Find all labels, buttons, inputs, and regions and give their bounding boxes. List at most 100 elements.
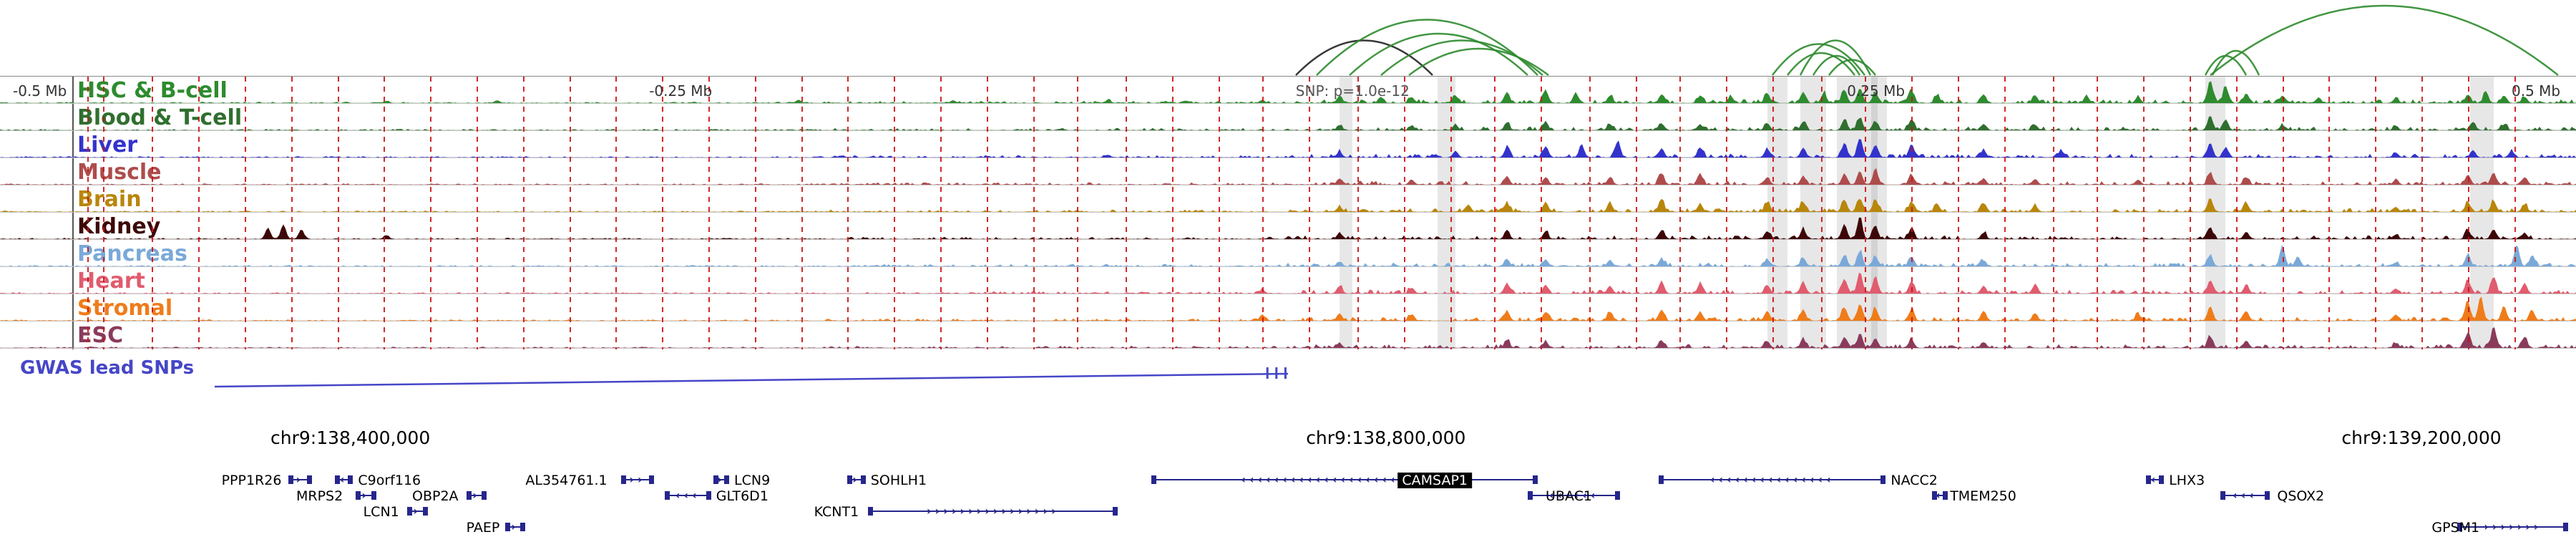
exon-block bbox=[2264, 491, 2270, 500]
gene-model-glt6d1[interactable]: ‹‹‹ bbox=[664, 489, 711, 502]
gene-label-obp2a[interactable]: OBP2A bbox=[412, 488, 459, 504]
snp-variant-line bbox=[87, 77, 89, 349]
scale-label: -0.5 Mb bbox=[13, 82, 67, 100]
gene-model-gpsm1[interactable]: ››››››› bbox=[2457, 521, 2569, 533]
gene-label-ppp1r26[interactable]: PPP1R26 bbox=[221, 473, 282, 488]
highlight-region bbox=[1437, 77, 1455, 349]
interaction-arc bbox=[1771, 43, 1866, 76]
track-row-stromal[interactable]: Stromal bbox=[0, 294, 2576, 321]
exon-block bbox=[723, 475, 729, 484]
track-row-liver[interactable]: Liver bbox=[0, 131, 2576, 158]
gene-model-sohlh1[interactable]: › bbox=[847, 473, 866, 486]
gene-model-lcn9[interactable]: › bbox=[713, 473, 729, 486]
exon-block bbox=[860, 475, 866, 484]
strand-arrows: ›››››››››››››››› bbox=[927, 505, 1060, 518]
exon-block bbox=[1942, 491, 1948, 500]
gene-line bbox=[1151, 479, 1538, 480]
gene-label-camsap1[interactable]: CAMSAP1 bbox=[1397, 473, 1472, 488]
track-row-esc[interactable]: ESC bbox=[0, 321, 2576, 349]
exon-block bbox=[1113, 507, 1118, 516]
exon-block bbox=[406, 507, 412, 516]
exon-block bbox=[1932, 491, 1937, 500]
strand-arrows: ‹‹‹ bbox=[675, 489, 701, 502]
exon-block bbox=[422, 507, 428, 516]
exon-block bbox=[504, 523, 510, 531]
gene-line bbox=[620, 479, 655, 480]
snp-variant-line bbox=[2097, 77, 2099, 349]
gene-label-mrps2[interactable]: MRPS2 bbox=[296, 488, 343, 504]
gene-line bbox=[1932, 495, 1948, 496]
snp-variant-line bbox=[1126, 77, 1128, 349]
gene-label-lcn1[interactable]: LCN1 bbox=[363, 504, 399, 520]
gene-label-qsox2[interactable]: QSOX2 bbox=[2277, 488, 2325, 504]
gene-model-al354761-1[interactable]: ›› bbox=[620, 473, 655, 486]
gene-line bbox=[2220, 495, 2270, 496]
snp-variant-line bbox=[2467, 77, 2469, 349]
gene-model-mrps2[interactable]: › bbox=[355, 489, 376, 502]
gene-label-lcn9[interactable]: LCN9 bbox=[734, 473, 771, 488]
gene-model-qsox2[interactable]: ‹‹‹ bbox=[2220, 489, 2270, 502]
snp-variant-line bbox=[2190, 77, 2191, 349]
snp-variant-line bbox=[2514, 77, 2516, 349]
snp-variant-line bbox=[940, 77, 942, 349]
gene-label-kcnt1[interactable]: KCNT1 bbox=[814, 504, 859, 520]
snp-variant-line bbox=[1494, 77, 1496, 349]
snp-variant-line bbox=[1636, 77, 1637, 349]
track-row-blood-t-cell[interactable]: Blood & T-cell bbox=[0, 104, 2576, 131]
gene-label-glt6d1[interactable]: GLT6D1 bbox=[716, 488, 769, 504]
gene-model-obp2a[interactable]: › bbox=[466, 489, 487, 502]
signal-plot-hsc-b-cell bbox=[0, 81, 2576, 103]
track-row-pancreas[interactable]: Pancreas bbox=[0, 240, 2576, 267]
gene-label-paep[interactable]: PAEP bbox=[466, 520, 500, 536]
scale-label: 0.25 Mb bbox=[1847, 82, 1906, 100]
strand-arrows: ‹ bbox=[2150, 473, 2160, 486]
exon-block bbox=[649, 475, 655, 484]
interaction-arc bbox=[1787, 52, 1855, 76]
snp-variant-line bbox=[801, 77, 803, 349]
snp-pvalue-label: SNP: p=1.0e-12 bbox=[1295, 82, 1410, 100]
track-row-kidney[interactable]: Kidney bbox=[0, 213, 2576, 240]
snp-variant-line bbox=[1958, 77, 1959, 349]
gene-model-lcn1[interactable]: › bbox=[406, 505, 428, 518]
gene-label-al354761-1[interactable]: AL354761.1 bbox=[525, 473, 608, 488]
track-row-muscle[interactable]: Muscle bbox=[0, 158, 2576, 185]
gene-label-gpsm1[interactable]: GPSM1 bbox=[2431, 520, 2480, 536]
exon-block bbox=[713, 475, 719, 484]
gene-model-lhx3[interactable]: ‹ bbox=[2145, 473, 2164, 486]
gene-line bbox=[847, 479, 866, 480]
gene-label-c9orf116[interactable]: C9orf116 bbox=[358, 473, 421, 488]
gene-label-nacc2[interactable]: NACC2 bbox=[1890, 473, 1938, 488]
snp-variant-line bbox=[2143, 77, 2145, 349]
snp-variant-line bbox=[198, 77, 200, 349]
snp-variant-line bbox=[1033, 77, 1035, 349]
gene-model-ubac1[interactable]: ‹‹‹‹‹‹ bbox=[1527, 489, 1621, 502]
exon-block bbox=[2563, 523, 2569, 531]
exon-block bbox=[306, 475, 312, 484]
strand-arrows: › bbox=[511, 521, 519, 533]
gene-line bbox=[335, 479, 353, 480]
gene-line bbox=[288, 479, 312, 480]
gene-model-tmem250[interactable]: ‹ bbox=[1932, 489, 1948, 502]
plot-left-border bbox=[72, 77, 74, 349]
gene-label-lhx3[interactable]: LHX3 bbox=[2169, 473, 2205, 488]
exon-block bbox=[868, 507, 874, 516]
snp-variant-line bbox=[1589, 77, 1591, 349]
strand-arrows: ‹ bbox=[339, 473, 348, 486]
gene-model-paep[interactable]: › bbox=[504, 521, 526, 533]
snp-variant-line bbox=[384, 77, 386, 349]
interaction-arc bbox=[1812, 54, 1861, 76]
exon-block bbox=[2158, 475, 2164, 484]
gene-model-ppp1r26[interactable]: › bbox=[288, 473, 312, 486]
interaction-arc bbox=[2210, 4, 2559, 76]
snp-variant-line bbox=[1726, 77, 1727, 349]
gene-model-kcnt1[interactable]: ›››››››››››››››› bbox=[868, 505, 1118, 518]
gene-model-c9orf116[interactable]: ‹ bbox=[335, 473, 353, 486]
snp-variant-line bbox=[337, 77, 339, 349]
gene-label-tmem250[interactable]: TMEM250 bbox=[1950, 488, 2016, 504]
gene-model-camsap1[interactable]: ‹‹‹‹‹‹‹‹‹‹‹‹‹‹‹‹‹‹‹‹‹‹‹‹‹ bbox=[1151, 473, 1538, 486]
gene-label-ubac1[interactable]: UBAC1 bbox=[1546, 488, 1592, 504]
gene-label-sohlh1[interactable]: SOHLH1 bbox=[870, 473, 927, 488]
gene-model-nacc2[interactable]: ‹‹‹‹‹‹‹‹‹‹‹‹‹‹‹ bbox=[1659, 473, 1886, 486]
exon-block bbox=[355, 491, 361, 500]
gene-line bbox=[2145, 479, 2164, 480]
